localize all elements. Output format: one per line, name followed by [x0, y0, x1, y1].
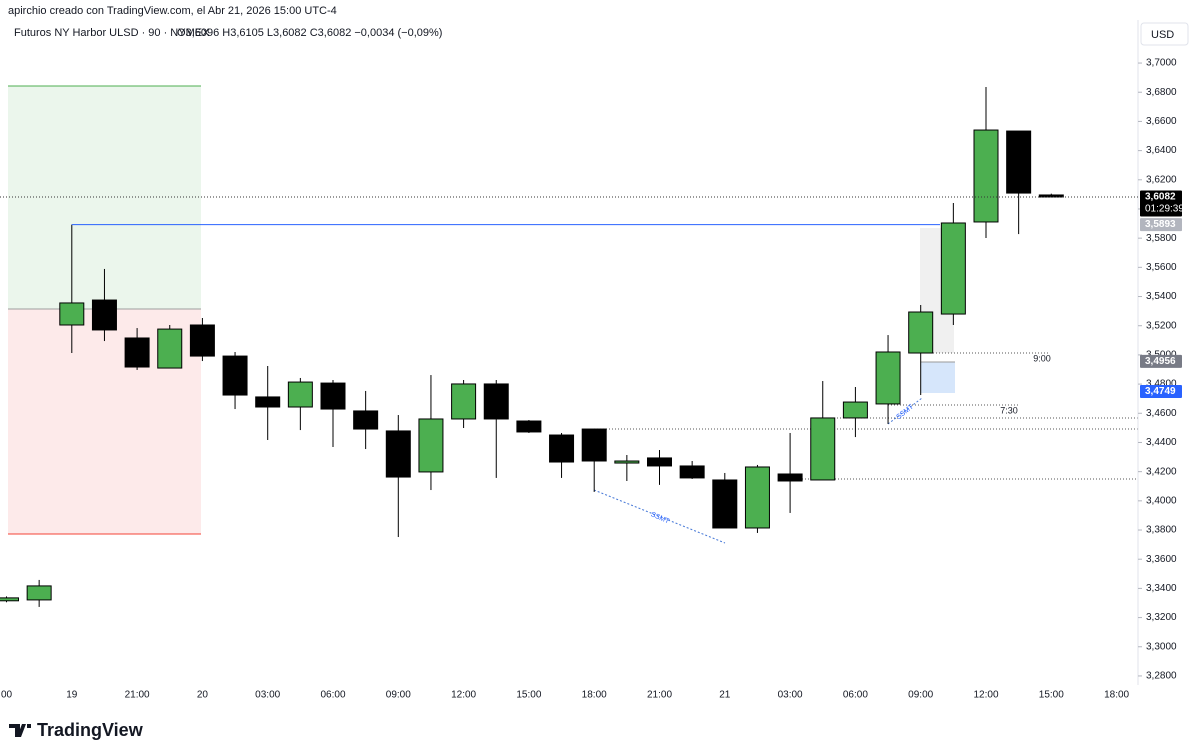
- y-tick-label: 3,3200: [1146, 612, 1177, 623]
- y-tick-label: 3,5400: [1146, 291, 1177, 302]
- y-tick-label: 3,6400: [1146, 145, 1177, 156]
- candle-body: [1006, 130, 1032, 194]
- candle-body: [0, 597, 19, 602]
- price-tag: [1140, 218, 1182, 232]
- y-tick-label: 3,4800: [1146, 379, 1177, 390]
- price-tag: [1140, 354, 1182, 368]
- y-tick-label: 3,5800: [1146, 233, 1177, 244]
- chart-title: Futuros NY Harbor ULSD · 90 · NYMEX: [14, 27, 210, 39]
- candle-body: [157, 328, 183, 369]
- y-tick-label: 3,4000: [1146, 495, 1177, 506]
- y-tick-label: 3,4400: [1146, 437, 1177, 448]
- candle-body: [124, 337, 150, 368]
- candle-body: [222, 355, 248, 396]
- price-tag-label: 3,5893: [1145, 219, 1176, 230]
- price-tag-label: 3,4956: [1145, 356, 1176, 367]
- candle-body: [777, 473, 803, 482]
- y-tick-label: 3,3400: [1146, 583, 1177, 594]
- price-tag-label: 3,6082: [1145, 192, 1176, 203]
- candle-body: [549, 434, 575, 463]
- candle-body: [581, 428, 607, 462]
- x-tick-label: 21:00: [125, 690, 150, 701]
- x-tick-label: 15:00: [1039, 690, 1064, 701]
- x-tick-label: 21:00: [647, 690, 672, 701]
- candle-body: [712, 479, 738, 529]
- price-tag: [1140, 190, 1182, 217]
- currency-box: [1140, 22, 1189, 46]
- ssmt-line: [887, 397, 923, 425]
- x-tick-label: 09:00: [386, 690, 411, 701]
- y-tick-label: 3,6800: [1146, 87, 1177, 98]
- brand: TradingView: [37, 720, 144, 740]
- currency: USD: [1151, 29, 1174, 41]
- x-tick-label: 20: [197, 690, 209, 701]
- x-tick-label: 12:00: [973, 690, 998, 701]
- candle-body: [353, 410, 379, 430]
- y-tick-label: 3,5600: [1146, 262, 1177, 273]
- candle-body: [940, 222, 966, 315]
- candle-body: [320, 382, 346, 410]
- y-tick-label: 3,7000: [1146, 58, 1177, 69]
- x-tick-label: 15:00: [516, 690, 541, 701]
- candle-body: [679, 465, 705, 479]
- candle-body: [744, 466, 770, 529]
- y-tick-label: 3,4600: [1146, 408, 1177, 419]
- ohlc-legend: O3,6096 H3,6105 L3,6082 C3,6082 −0,0034 …: [177, 27, 442, 39]
- candle-body: [26, 585, 52, 601]
- plot: [0, 86, 1064, 607]
- x-tick-label: 03:00: [255, 690, 280, 701]
- x-tick-label: 18:00: [582, 690, 607, 701]
- candle-body: [287, 381, 313, 408]
- y-tick-label: 3,6600: [1146, 116, 1177, 127]
- candle-body: [516, 420, 542, 433]
- subtitle: apirchio creado con TradingView.com, el …: [8, 5, 337, 17]
- price-tag-countdown: 01:29:39: [1145, 204, 1184, 215]
- price-tag-label: 3,4749: [1145, 386, 1176, 397]
- x-tick-label: 21: [719, 690, 731, 701]
- y-tick-label: 3,5200: [1146, 320, 1177, 331]
- candle-body: [973, 129, 999, 223]
- fvg-zone: [921, 362, 955, 393]
- brand-logo: [9, 724, 31, 737]
- annotation: SSMT: [650, 511, 671, 526]
- y-tick-label: 3,3600: [1146, 554, 1177, 565]
- x-tick-label: 19: [66, 690, 78, 701]
- candle-body: [483, 383, 509, 420]
- x-tick-label: 03:00: [778, 690, 803, 701]
- ssmt-line: [593, 489, 726, 544]
- candle-body: [875, 351, 901, 405]
- x-tick-label: 12:00: [451, 690, 476, 701]
- x-tick-label: 00: [1, 690, 13, 701]
- candle-body: [255, 396, 281, 408]
- candle-body: [1038, 194, 1064, 198]
- annotation: 7:30: [1000, 405, 1018, 415]
- x-tick-label: 18:00: [1104, 690, 1129, 701]
- candle-body: [810, 417, 836, 481]
- candle-body: [189, 324, 215, 357]
- y-tick-label: 3,2800: [1146, 671, 1177, 682]
- candle-body: [908, 311, 934, 354]
- y-tick-label: 3,3000: [1146, 641, 1177, 652]
- candle-body: [385, 430, 411, 478]
- candle-body: [91, 299, 117, 331]
- price-tag: [1140, 385, 1182, 399]
- x-tick-label: 06:00: [320, 690, 345, 701]
- candle-body: [614, 460, 640, 464]
- candle-body: [59, 302, 85, 326]
- y-tick-label: 3,6200: [1146, 174, 1177, 185]
- candle-body: [418, 418, 444, 473]
- candle-body: [451, 383, 477, 420]
- x-tick-label: 09:00: [908, 690, 933, 701]
- candle-body: [842, 401, 868, 419]
- annotation: 9:00: [1033, 353, 1051, 363]
- candle-body: [647, 457, 672, 467]
- y-tick-label: 3,4200: [1146, 466, 1177, 477]
- y-tick-label: 3,3800: [1146, 525, 1177, 536]
- x-tick-label: 06:00: [843, 690, 868, 701]
